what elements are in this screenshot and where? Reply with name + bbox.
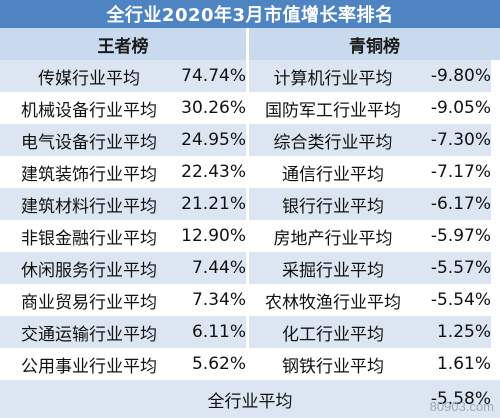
- right-industry-name: 房地产行业平均: [249, 220, 417, 252]
- table-title: 全行业2020年3月市值增长率排名: [0, 0, 500, 28]
- left-industry-name: 交通运输行业平均: [0, 316, 178, 348]
- left-growth-value: 22.43%: [178, 156, 246, 188]
- watermark: 80903.com: [429, 399, 494, 414]
- total-row: 全行业平均 -5.58%: [0, 380, 500, 418]
- left-industry-name: 非银金融行业平均: [0, 220, 178, 252]
- column-divider: [246, 28, 249, 418]
- left-industry-name: 传媒行业平均: [0, 60, 178, 92]
- table-row: 商业贸易行业平均 7.34% 农林牧渔行业平均 -5.54%: [0, 284, 500, 316]
- left-growth-value: 21.21%: [178, 188, 246, 220]
- left-growth-value: 5.62%: [178, 348, 246, 380]
- right-growth-value: -9.80%: [417, 60, 491, 92]
- left-growth-value: 24.95%: [178, 124, 246, 156]
- table-row: 交通运输行业平均 6.11% 化工行业平均 1.25%: [0, 316, 500, 348]
- right-growth-value: -6.17%: [417, 188, 491, 220]
- right-industry-name: 通信行业平均: [249, 156, 417, 188]
- right-industry-name: 化工行业平均: [249, 316, 417, 348]
- right-growth-value: 1.61%: [417, 348, 491, 380]
- right-growth-value: -5.57%: [417, 252, 491, 284]
- right-growth-value: -9.05%: [417, 92, 491, 124]
- table-row: 电气设备行业平均 24.95% 综合类行业平均 -7.30%: [0, 124, 500, 156]
- header-right: 青铜榜: [249, 28, 500, 60]
- right-industry-name: 农林牧渔行业平均: [249, 284, 417, 316]
- right-growth-value: -7.30%: [417, 124, 491, 156]
- right-growth-value: -7.17%: [417, 156, 491, 188]
- total-value: -5.58%: [430, 389, 491, 409]
- left-growth-value: 6.11%: [178, 316, 246, 348]
- left-growth-value: 7.34%: [178, 284, 246, 316]
- table-row: 传媒行业平均 74.74% 计算机行业平均 -9.80%: [0, 60, 500, 92]
- right-industry-name: 银行行业平均: [249, 188, 417, 220]
- left-industry-name: 电气设备行业平均: [0, 124, 178, 156]
- left-industry-name: 休闲服务行业平均: [0, 252, 178, 284]
- left-industry-name: 商业贸易行业平均: [0, 284, 178, 316]
- left-growth-value: 12.90%: [178, 220, 246, 252]
- table-row: 公用事业行业平均 5.62% 钢铁行业平均 1.61%: [0, 348, 500, 380]
- left-growth-value: 7.44%: [178, 252, 246, 284]
- table-row: 建筑装饰行业平均 22.43% 通信行业平均 -7.17%: [0, 156, 500, 188]
- left-industry-name: 机械设备行业平均: [0, 92, 178, 124]
- header-left: 王者榜: [0, 28, 246, 60]
- left-growth-value: 30.26%: [178, 92, 246, 124]
- left-industry-name: 建筑材料行业平均: [0, 188, 178, 220]
- right-industry-name: 计算机行业平均: [249, 60, 417, 92]
- total-label: 全行业平均: [207, 391, 293, 412]
- right-growth-value: -5.97%: [417, 220, 491, 252]
- left-industry-name: 公用事业行业平均: [0, 348, 178, 380]
- right-growth-value: 1.25%: [417, 316, 491, 348]
- table-row: 非银金融行业平均 12.90% 房地产行业平均 -5.97%: [0, 220, 500, 252]
- left-growth-value: 74.74%: [178, 60, 246, 92]
- right-industry-name: 钢铁行业平均: [249, 348, 417, 380]
- table-row: 机械设备行业平均 30.26% 国防军工行业平均 -9.05%: [0, 92, 500, 124]
- right-growth-value: -5.54%: [417, 284, 491, 316]
- table-row: 建筑材料行业平均 21.21% 银行行业平均 -6.17%: [0, 188, 500, 220]
- right-industry-name: 综合类行业平均: [249, 124, 417, 156]
- right-industry-name: 采掘行业平均: [249, 252, 417, 284]
- table-row: 休闲服务行业平均 7.44% 采掘行业平均 -5.57%: [0, 252, 500, 284]
- left-industry-name: 建筑装饰行业平均: [0, 156, 178, 188]
- right-industry-name: 国防军工行业平均: [249, 92, 417, 124]
